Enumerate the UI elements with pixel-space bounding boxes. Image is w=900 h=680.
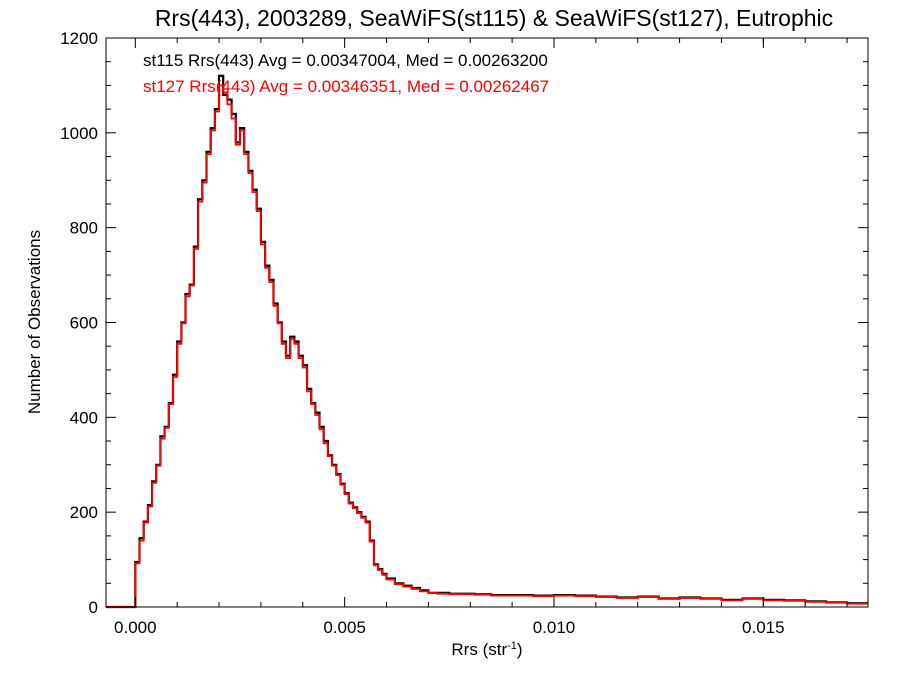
- series-line-0: [106, 74, 868, 609]
- annotation-st127: st127 Rrs(443) Avg = 0.00346351, Med = 0…: [143, 77, 549, 96]
- y-tick-label: 800: [70, 219, 98, 238]
- series-layer: [106, 74, 868, 609]
- y-tick-label: 1200: [60, 29, 98, 48]
- x-axis: 0.000 0.005 0.010 0.015: [114, 38, 848, 637]
- y-axis-label: Number of Observations: [25, 230, 44, 414]
- plot-frame: [105, 37, 869, 608]
- x-tick-label: 0.005: [323, 618, 366, 637]
- series-line-1: [106, 84, 868, 608]
- x-tick-label: 0.010: [533, 618, 576, 637]
- y-tick-label: 1000: [60, 124, 98, 143]
- y-axis: 0 200 400 600 800 1000 1200: [60, 29, 868, 617]
- x-tick-label: 0.000: [114, 618, 157, 637]
- y-tick-label: 600: [70, 314, 98, 333]
- y-tick-label: 0: [89, 598, 98, 617]
- annotation-st115: st115 Rrs(443) Avg = 0.00347004, Med = 0…: [143, 51, 548, 70]
- y-tick-label: 400: [70, 408, 98, 427]
- x-axis-label-sup: -1: [507, 640, 517, 652]
- x-axis-label-main: Rrs (str: [451, 640, 507, 659]
- x-tick-label: 0.015: [742, 618, 785, 637]
- x-axis-label-suffix: ): [517, 640, 523, 659]
- chart-title: Rrs(443), 2003289, SeaWiFS(st115) & SeaW…: [155, 5, 833, 31]
- y-tick-label: 200: [70, 503, 98, 522]
- x-axis-label: Rrs (str-1): [451, 640, 522, 659]
